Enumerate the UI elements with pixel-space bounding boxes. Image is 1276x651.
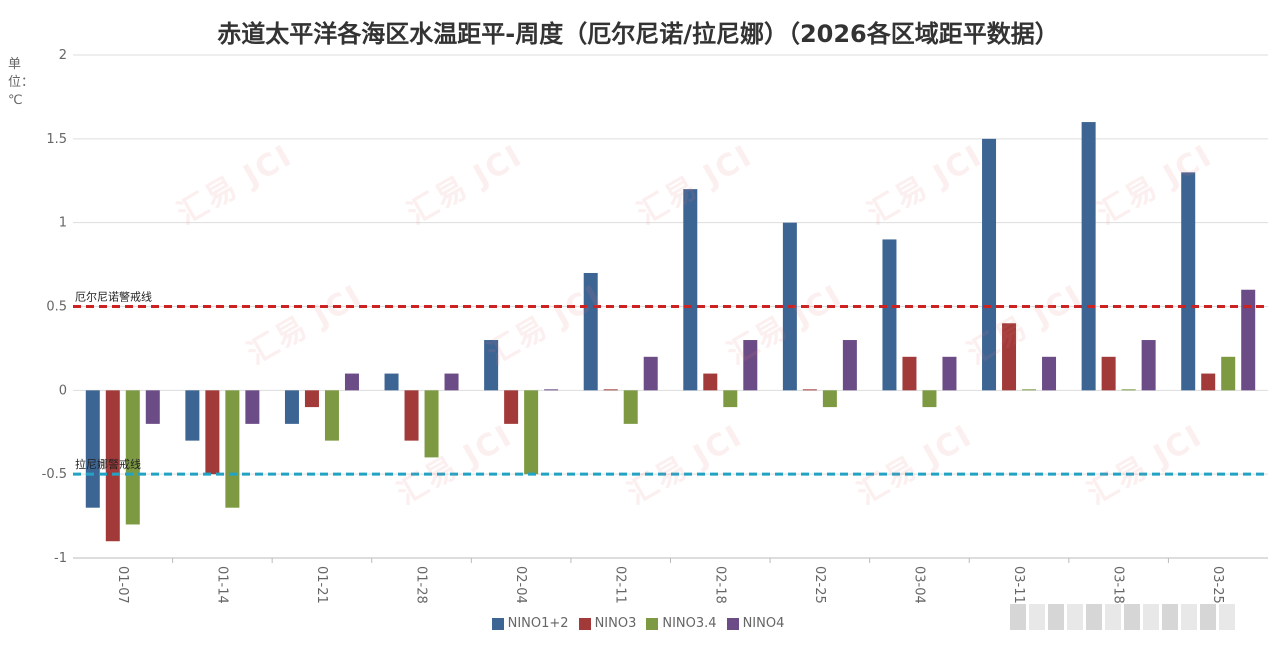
bar [1201, 373, 1216, 391]
bar [1101, 356, 1116, 391]
chart-title: 赤道太平洋各海区水温距平-周度（厄尔尼诺/拉尼娜）（2026各区域距平数据） [217, 20, 1059, 48]
legend-label: NINO4 [742, 616, 785, 631]
x-tick-label: 01-28 [414, 566, 429, 604]
bar [1002, 323, 1017, 391]
legend-item-nino12[interactable]: NINO1+2 [491, 616, 569, 631]
x-tick-label: 03-25 [1210, 566, 1225, 604]
bar [1181, 172, 1196, 391]
x-tick-label: 01-07 [115, 566, 130, 604]
legend-item-nino4[interactable]: NINO4 [726, 616, 785, 631]
x-tick-label: 01-14 [214, 566, 229, 604]
x-tick-label: 03-18 [1111, 566, 1126, 604]
bar [723, 390, 738, 408]
bar [902, 356, 917, 391]
x-tick-label: 02-04 [513, 566, 528, 604]
bar [284, 390, 299, 424]
bar [822, 390, 837, 408]
bar [1221, 356, 1236, 391]
x-tick-label: 02-25 [812, 566, 827, 604]
bar [544, 389, 559, 391]
reference-line-label: 厄尔尼诺警戒线 [75, 290, 152, 304]
bar [703, 373, 718, 391]
legend-item-nino3[interactable]: NINO3 [578, 616, 637, 631]
y-tick-label: -0.5 [42, 467, 67, 482]
bar [1241, 289, 1256, 391]
bar [1141, 340, 1156, 391]
legend-label: NINO1+2 [507, 616, 569, 631]
bar [1121, 389, 1136, 391]
bar [603, 389, 618, 391]
bar [1042, 356, 1057, 391]
bar [643, 356, 658, 391]
y-tick-label: 2 [59, 48, 67, 63]
bar [444, 373, 459, 391]
bar [85, 390, 100, 508]
bar [1081, 122, 1096, 391]
legend-label: NINO3.4 [662, 616, 717, 631]
bar [185, 390, 200, 441]
legend-swatch [726, 617, 739, 630]
bar [743, 340, 758, 391]
bar [344, 373, 359, 391]
legend: NINO1+2 NINO3 NINO3.4 NINO4 [0, 616, 1276, 631]
bar [524, 390, 539, 475]
x-tick-label: 01-21 [314, 566, 329, 604]
bar [125, 390, 140, 525]
legend-swatch [578, 617, 591, 630]
x-tick-label: 02-11 [613, 566, 628, 604]
x-tick-label: 03-11 [1011, 566, 1026, 604]
y-tick-label: 1 [59, 216, 67, 231]
bar [683, 189, 698, 391]
bar [424, 390, 439, 458]
bar [504, 390, 519, 424]
bar [802, 389, 817, 391]
bar [304, 390, 319, 408]
bar [1022, 389, 1037, 391]
legend-swatch [646, 617, 659, 630]
bar [942, 356, 957, 391]
legend-item-nino34[interactable]: NINO3.4 [646, 616, 717, 631]
bar [882, 239, 897, 391]
y-tick-label: 1.5 [46, 132, 67, 147]
bar [484, 340, 499, 391]
bar [245, 390, 260, 424]
y-tick-label: 0.5 [46, 300, 67, 315]
redaction-mosaic [1010, 600, 1240, 634]
bar [623, 390, 638, 424]
legend-swatch [491, 617, 504, 630]
reference-line-label: 拉尼娜警戒线 [75, 457, 141, 471]
x-tick-label: 02-18 [712, 566, 727, 604]
bar [225, 390, 240, 508]
bar [842, 340, 857, 391]
bar [583, 272, 598, 391]
bar [384, 373, 399, 391]
bar [922, 390, 937, 408]
bar [105, 390, 120, 542]
bar [982, 138, 997, 391]
y-axis-ticks: 2 1.5 1 0.5 0 -0.5 -1 [42, 48, 67, 566]
bar [404, 390, 419, 441]
bar [145, 390, 160, 424]
bar [205, 390, 220, 475]
bars-layer [85, 122, 1256, 542]
legend-label: NINO3 [594, 616, 637, 631]
y-tick-label: 0 [59, 383, 67, 398]
x-tick-label: 03-04 [911, 566, 926, 604]
y-tick-label: -1 [54, 551, 67, 566]
bar [324, 390, 339, 441]
x-axis-ticks: 01-07 01-14 01-21 01-28 02-04 02-11 02-18 02-25… [115, 566, 1225, 604]
